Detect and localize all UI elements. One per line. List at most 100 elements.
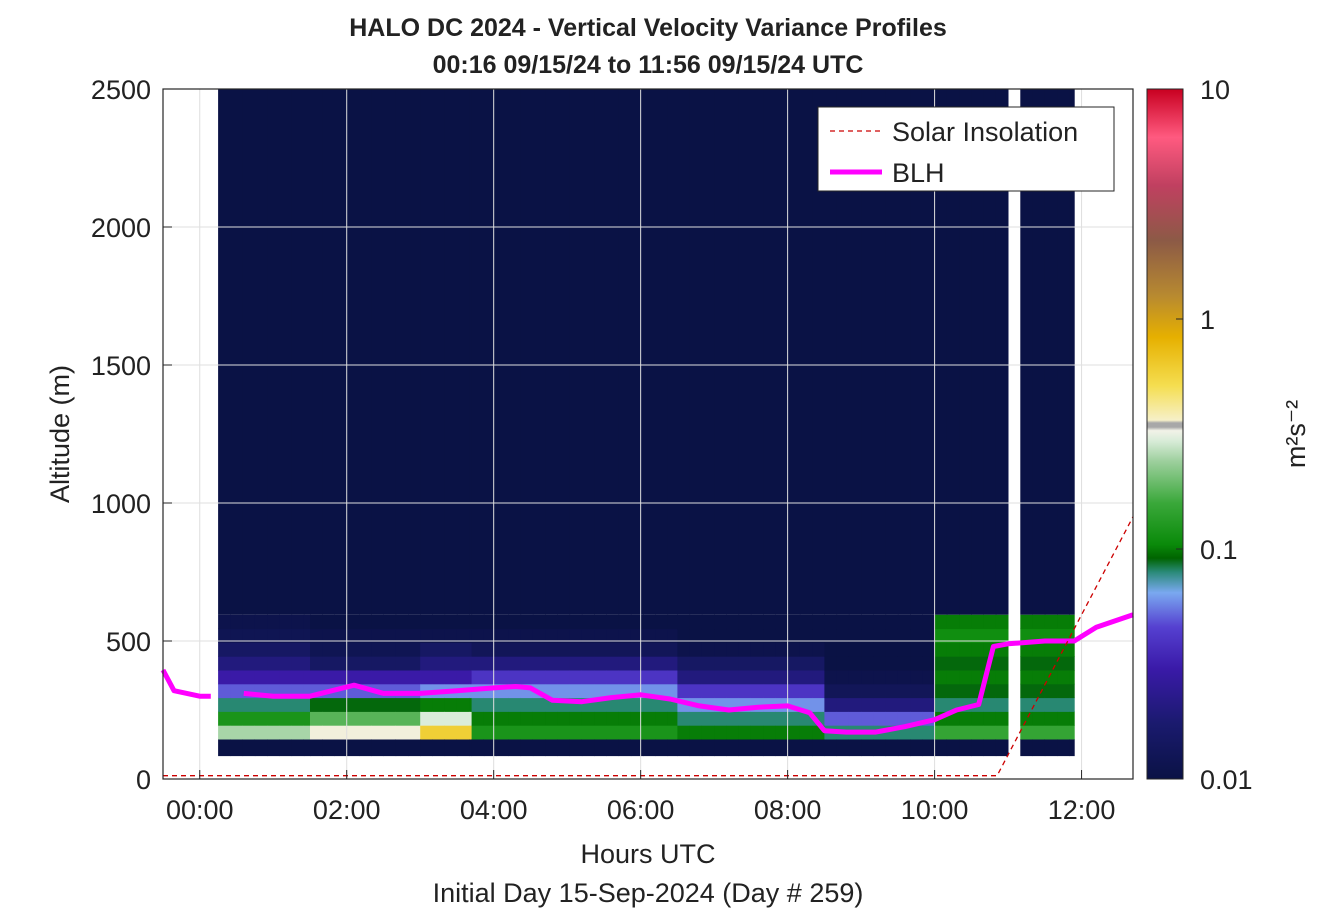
heatmap-cell — [701, 642, 715, 657]
heatmap-cell — [420, 725, 433, 740]
heatmap-cell — [408, 697, 421, 712]
heatmap-cell — [395, 670, 409, 685]
heatmap-cell — [873, 697, 887, 712]
heatmap-cell — [812, 614, 825, 630]
heatmap-cell — [701, 656, 715, 671]
heatmap-cell — [763, 628, 776, 643]
heatmap-cell — [532, 670, 546, 685]
y-tick-label: 1500 — [91, 351, 151, 381]
heatmap-cell — [995, 89, 1009, 615]
heatmap-cell — [279, 697, 293, 712]
heatmap-cell — [971, 725, 984, 740]
heatmap-cell — [456, 697, 470, 712]
heatmap-cell — [557, 628, 571, 643]
heatmap-cell — [922, 614, 936, 630]
heatmap-cell — [242, 614, 256, 630]
heatmap-cell — [824, 642, 838, 657]
heatmap-cell — [279, 711, 293, 726]
heatmap-cell — [254, 670, 268, 685]
x-tick-label: 10:00 — [901, 795, 969, 825]
heatmap-cell — [995, 711, 1009, 726]
heatmap-cell — [618, 642, 632, 657]
heatmap-cell — [242, 656, 256, 671]
heatmap-cell — [643, 89, 656, 615]
heatmap-cell — [444, 711, 458, 726]
heatmap-cell — [787, 739, 801, 757]
heatmap-cell — [395, 642, 409, 657]
heatmap-cell — [946, 739, 960, 757]
heatmap-cell — [689, 642, 703, 657]
heatmap-cell — [775, 614, 789, 630]
heatmap-cell — [1032, 670, 1046, 685]
heatmap-cell — [812, 656, 825, 671]
heatmap-cell — [420, 697, 433, 712]
heatmap-cell — [643, 725, 656, 740]
heatmap-cell — [655, 670, 669, 685]
heatmap-cell — [581, 628, 595, 643]
heatmap-cell — [569, 739, 583, 757]
heatmap-cell — [230, 711, 244, 726]
heatmap-cell — [873, 739, 887, 757]
heatmap-cell — [726, 656, 740, 671]
heatmap-cell — [594, 683, 607, 699]
legend: Solar Insolation BLH — [817, 106, 1115, 192]
heatmap-cell — [971, 711, 984, 726]
heatmap-cell — [934, 683, 948, 699]
heatmap-cell — [483, 89, 497, 615]
heatmap-cell — [946, 642, 960, 657]
heatmap-cell — [310, 656, 323, 671]
heatmap-cell — [836, 697, 850, 712]
heatmap-cell — [1020, 725, 1033, 740]
heatmap-cell — [799, 628, 813, 643]
heatmap-cell — [1020, 628, 1033, 643]
heatmap-cell — [242, 739, 256, 757]
heatmap-cell — [775, 656, 789, 671]
heatmap-cell — [922, 656, 936, 671]
heatmap-cell — [922, 739, 936, 757]
heatmap-cell — [395, 711, 409, 726]
heatmap-cell — [334, 739, 348, 757]
heatmap-cell — [934, 656, 948, 671]
x-tick-label: 06:00 — [607, 795, 675, 825]
heatmap-cell — [799, 739, 813, 757]
heatmap-cell — [750, 711, 764, 726]
heatmap-cell — [885, 642, 899, 657]
legend-label-solar: Solar Insolation — [892, 117, 1078, 147]
heatmap-cell — [569, 656, 583, 671]
heatmap-cell — [677, 642, 691, 657]
heatmap-cell — [836, 642, 850, 657]
heatmap-cell — [655, 642, 669, 657]
heatmap-cell — [995, 725, 1009, 740]
heatmap-cell — [995, 628, 1009, 643]
heatmap-cell — [471, 739, 485, 757]
heatmap-cell — [420, 89, 433, 615]
heatmap-cell — [971, 656, 984, 671]
heatmap-cell — [545, 656, 558, 671]
heatmap-cell — [799, 656, 813, 671]
y-axis-label: Altitude (m) — [45, 365, 75, 503]
heatmap-cell — [934, 628, 948, 643]
heatmap-cell — [1032, 656, 1046, 671]
heatmap-cell — [1057, 711, 1070, 726]
heatmap-cell — [655, 739, 669, 757]
heatmap-cell — [726, 642, 740, 657]
heatmap-cell — [897, 642, 911, 657]
heatmap-cell — [946, 725, 960, 740]
heatmap-cell — [750, 642, 764, 657]
heatmap-cell — [1069, 683, 1075, 699]
heatmap-cell — [606, 656, 620, 671]
heatmap-cell — [971, 628, 984, 643]
heatmap-cell — [873, 683, 887, 699]
heatmap-cell — [836, 614, 850, 630]
heatmap-cell — [677, 614, 691, 630]
heatmap-cell — [885, 628, 899, 643]
heatmap-cell — [630, 739, 644, 757]
heatmap-cell — [824, 614, 838, 630]
heatmap-cell — [630, 89, 644, 615]
heatmap-cell — [569, 683, 583, 699]
colorbar-tick-label: 10 — [1200, 75, 1230, 105]
heatmap-cell — [606, 711, 620, 726]
heatmap-cell — [581, 614, 595, 630]
heatmap-cell — [420, 614, 433, 630]
heatmap-cell — [750, 656, 764, 671]
